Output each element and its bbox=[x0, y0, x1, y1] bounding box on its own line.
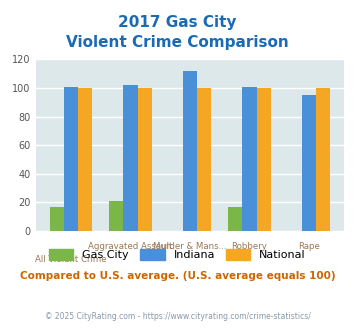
Text: 2017 Gas City: 2017 Gas City bbox=[118, 15, 237, 30]
Bar bbox=[123, 85, 138, 231]
Bar bbox=[242, 86, 257, 231]
Bar bbox=[228, 207, 242, 231]
Bar bbox=[78, 88, 92, 231]
Bar bbox=[50, 207, 64, 231]
Text: Aggravated Assault: Aggravated Assault bbox=[88, 242, 173, 251]
Text: All Violent Crime: All Violent Crime bbox=[35, 255, 107, 264]
Bar bbox=[197, 88, 211, 231]
Text: Compared to U.S. average. (U.S. average equals 100): Compared to U.S. average. (U.S. average … bbox=[20, 271, 335, 280]
Bar bbox=[138, 88, 152, 231]
Bar bbox=[64, 86, 78, 231]
Bar bbox=[183, 71, 197, 231]
Bar bbox=[257, 88, 271, 231]
Text: Violent Crime Comparison: Violent Crime Comparison bbox=[66, 35, 289, 50]
Legend: Gas City, Indiana, National: Gas City, Indiana, National bbox=[45, 245, 310, 265]
Text: Robbery: Robbery bbox=[231, 242, 267, 251]
Text: Murder & Mans...: Murder & Mans... bbox=[153, 242, 227, 251]
Bar bbox=[109, 201, 123, 231]
Bar bbox=[316, 88, 330, 231]
Bar bbox=[302, 95, 316, 231]
Text: © 2025 CityRating.com - https://www.cityrating.com/crime-statistics/: © 2025 CityRating.com - https://www.city… bbox=[45, 312, 310, 321]
Text: Rape: Rape bbox=[298, 242, 320, 251]
